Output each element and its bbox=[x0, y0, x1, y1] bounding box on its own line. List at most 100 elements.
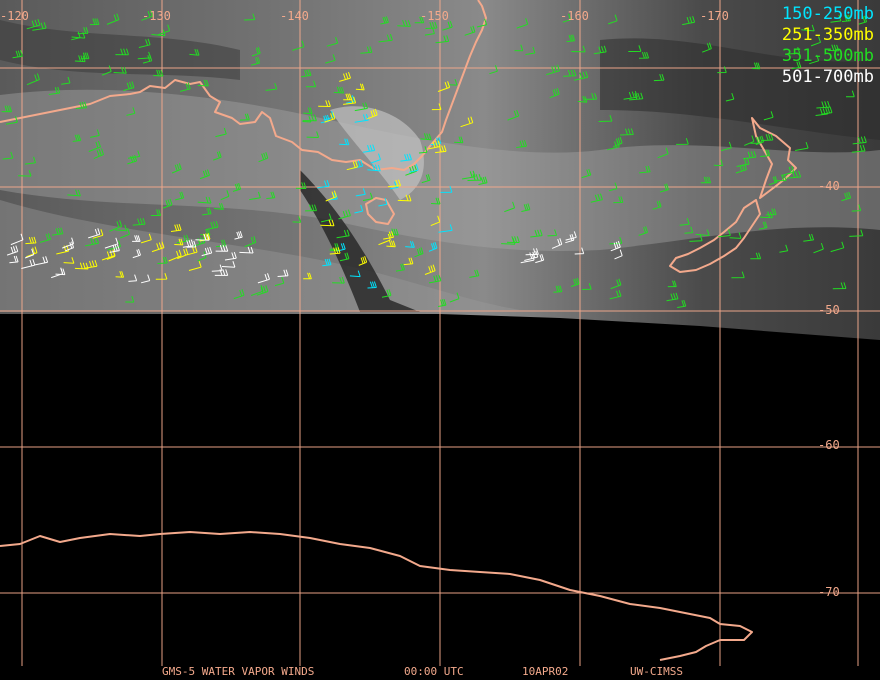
wind-barb bbox=[5, 116, 18, 125]
wind-barb bbox=[760, 149, 771, 157]
wind-barb bbox=[623, 90, 638, 100]
wind-barb bbox=[449, 292, 460, 303]
wind-barb bbox=[400, 153, 412, 162]
lat-label: -60 bbox=[818, 438, 840, 452]
wind-barb bbox=[438, 224, 453, 233]
wind-barb bbox=[170, 223, 182, 232]
wind-barb bbox=[628, 45, 642, 52]
wind-barb bbox=[454, 136, 464, 144]
wind-barb bbox=[435, 145, 447, 154]
legend-entry: 251-350mb bbox=[781, 25, 874, 45]
wind-barb bbox=[339, 71, 351, 82]
wind-barb bbox=[199, 169, 210, 180]
wind-barb bbox=[26, 18, 41, 30]
wind-barb bbox=[106, 13, 120, 25]
wind-barb bbox=[768, 176, 778, 186]
wind-barb bbox=[302, 114, 317, 122]
wind-barb bbox=[362, 144, 376, 153]
wind-barb bbox=[90, 129, 100, 138]
wind-barb bbox=[845, 90, 855, 98]
wind-barb bbox=[127, 150, 141, 159]
wind-barb bbox=[608, 14, 618, 25]
wind-barb bbox=[667, 280, 677, 288]
lat-label: -40 bbox=[818, 179, 840, 193]
wind-barb bbox=[220, 190, 230, 201]
wind-barb bbox=[92, 229, 104, 239]
wind-barb bbox=[251, 47, 261, 57]
antarctica-coast bbox=[0, 531, 753, 661]
wind-barb bbox=[303, 107, 313, 115]
wind-barb bbox=[620, 128, 634, 136]
wind-barb bbox=[320, 219, 335, 227]
wind-barb bbox=[460, 116, 474, 128]
wind-barb bbox=[801, 24, 815, 32]
wind-barb bbox=[442, 20, 453, 31]
wind-barb bbox=[258, 152, 269, 163]
graticule bbox=[0, 0, 880, 666]
wind-barb bbox=[239, 113, 250, 121]
wind-barb bbox=[682, 16, 696, 26]
wind-barb bbox=[329, 247, 341, 255]
wind-barb bbox=[257, 273, 270, 284]
wind-barb bbox=[514, 44, 524, 52]
wind-barb bbox=[115, 48, 129, 56]
wind-barb bbox=[378, 233, 391, 246]
wind-barb bbox=[93, 148, 104, 160]
wind-barb bbox=[9, 255, 19, 264]
wind-barb bbox=[244, 236, 257, 248]
wind-barb bbox=[405, 165, 418, 176]
wind-barb bbox=[852, 136, 867, 145]
wind-barb bbox=[80, 52, 90, 60]
wind-barb bbox=[25, 236, 37, 245]
wind-barb bbox=[735, 163, 747, 174]
wind-barb bbox=[349, 270, 361, 278]
wind-barb bbox=[816, 100, 831, 109]
wind-barb bbox=[162, 198, 173, 209]
wind-barb bbox=[574, 247, 585, 255]
wind-barb bbox=[506, 236, 520, 243]
wind-barb bbox=[197, 196, 212, 204]
wind-barb bbox=[414, 247, 424, 258]
legend-entry: 150-250mb bbox=[781, 4, 874, 24]
wind-barb bbox=[583, 93, 598, 100]
wind-barb bbox=[743, 150, 757, 160]
wind-barb bbox=[141, 10, 153, 21]
wind-barb bbox=[516, 139, 527, 148]
wind-barb bbox=[549, 87, 560, 99]
wind-barb bbox=[318, 100, 331, 107]
wind-barb bbox=[123, 81, 135, 91]
wind-barb bbox=[354, 113, 369, 123]
wind-barb bbox=[397, 19, 411, 27]
wind-barb bbox=[725, 92, 735, 102]
wind-barb bbox=[101, 249, 116, 261]
wind-barb bbox=[791, 61, 802, 70]
wind-barb bbox=[841, 191, 852, 202]
wind-barb bbox=[849, 229, 864, 237]
wind-barb bbox=[336, 242, 346, 252]
wind-barb bbox=[461, 170, 476, 180]
wind-barb bbox=[367, 281, 377, 289]
wind-barb bbox=[18, 169, 32, 177]
wind-barb bbox=[593, 45, 607, 55]
wind-barb bbox=[157, 24, 171, 36]
wind-barb bbox=[781, 165, 795, 177]
wind-barb bbox=[360, 46, 373, 54]
wind-barb bbox=[32, 22, 47, 31]
wind-barb bbox=[109, 244, 120, 253]
wind-barb bbox=[26, 246, 38, 258]
lat-label: -70 bbox=[818, 585, 840, 599]
wind-barb bbox=[10, 233, 24, 246]
wind-barb bbox=[420, 133, 432, 141]
wind-barb bbox=[405, 241, 415, 248]
lat-label: -50 bbox=[818, 303, 840, 317]
wind-barb bbox=[301, 69, 312, 78]
wind-barb bbox=[562, 13, 571, 23]
wind-barb bbox=[827, 44, 840, 52]
wind-barb bbox=[2, 151, 14, 160]
wind-barb bbox=[821, 106, 833, 115]
wind-barb bbox=[115, 224, 128, 232]
wind-barb bbox=[378, 34, 393, 43]
wind-barb bbox=[795, 141, 809, 151]
wind-barb bbox=[234, 230, 243, 240]
wind-barb bbox=[26, 73, 40, 86]
